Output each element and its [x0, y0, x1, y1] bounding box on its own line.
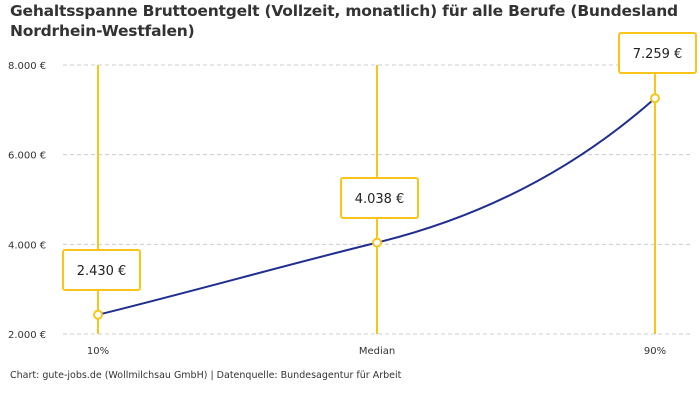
data-label: 7.259 € — [633, 47, 683, 62]
y-tick-label: 2.000 € — [8, 330, 46, 341]
data-label-box — [340, 177, 419, 219]
data-point — [650, 93, 660, 104]
data-point — [93, 309, 103, 320]
data-point — [372, 237, 382, 248]
data-label: 2.430 € — [77, 264, 127, 279]
data-label: 4.038 € — [355, 192, 405, 207]
y-tick-label: 4.000 € — [8, 240, 46, 251]
data-label-box — [618, 32, 697, 74]
chart-source: Chart: gute-jobs.de (Wollmilchsau GmbH) … — [10, 370, 402, 381]
x-tick-label: 10% — [87, 346, 109, 357]
data-label-box — [62, 249, 141, 291]
x-tick-label: 90% — [644, 346, 666, 357]
chart-title: Gehaltsspanne Bruttoentgelt (Vollzeit, m… — [10, 2, 678, 40]
y-tick-label: 6.000 € — [8, 151, 46, 162]
y-tick-label: 8.000 € — [8, 61, 46, 72]
x-tick-label: Median — [359, 346, 395, 357]
